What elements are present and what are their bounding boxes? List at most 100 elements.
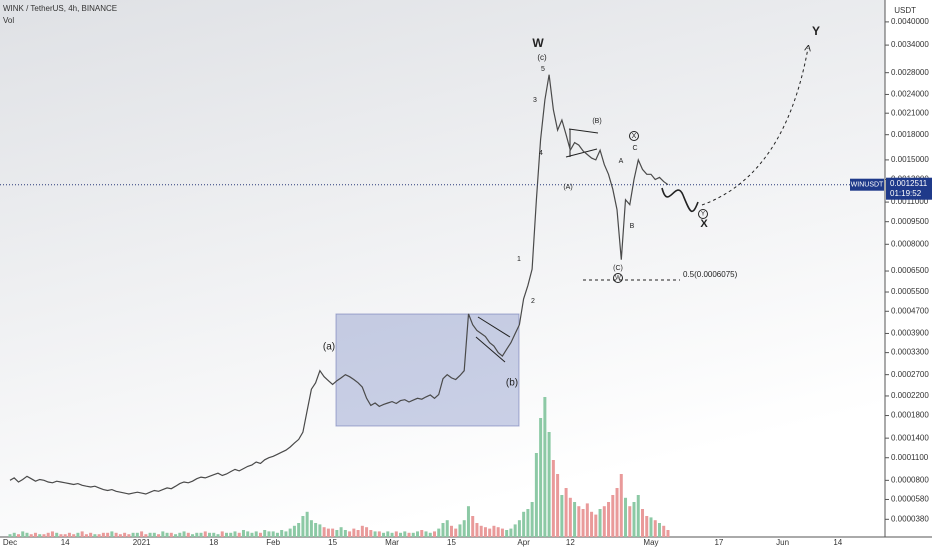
volume-bar — [280, 530, 284, 537]
volume-bar — [449, 525, 453, 537]
y-tick-label: 0.0001100 — [891, 453, 929, 462]
volume-bar — [437, 528, 441, 537]
volume-bar — [216, 534, 220, 537]
volume-bar — [110, 531, 114, 537]
volume-bar — [140, 531, 144, 537]
volume-bar — [513, 524, 517, 537]
price-tag-text: 0.0012511 — [890, 179, 928, 188]
volume-bar — [331, 528, 335, 537]
x-tick-label: 12 — [566, 538, 575, 547]
volume-bar — [33, 532, 37, 537]
volume-bar — [8, 534, 12, 537]
y-tick-label: 0.0011000 — [891, 197, 929, 206]
x-tick-label: 17 — [714, 538, 723, 547]
volume-bar — [67, 532, 71, 537]
volume-bar — [471, 516, 475, 537]
volume-bar — [666, 530, 670, 537]
volume-bar — [63, 534, 67, 537]
volume-bar — [148, 532, 152, 537]
volume-bar — [84, 534, 88, 537]
wave-label: (a) — [323, 342, 335, 353]
volume-bar — [496, 527, 500, 537]
volume-bar — [326, 528, 330, 537]
volume-bar — [564, 488, 568, 537]
y-tick-label: 0.0008000 — [891, 239, 929, 248]
volume-bar — [441, 523, 445, 537]
volume-bar — [114, 532, 118, 537]
volume-bar — [322, 527, 326, 537]
volume-bar — [573, 502, 577, 537]
x-tick-label: Mar — [385, 538, 399, 547]
volume-bar — [360, 525, 364, 537]
x-tick-label: Dec — [3, 538, 17, 547]
y-tick-label: 0.0034000 — [891, 40, 929, 49]
volume-bar — [594, 514, 598, 537]
volume-bar — [624, 497, 628, 537]
volume-bar — [517, 520, 521, 537]
volume-bar — [556, 474, 560, 537]
volume-bar — [237, 532, 241, 537]
volume-bar — [458, 524, 462, 537]
volume-bar — [174, 534, 178, 537]
volume-bar — [59, 534, 63, 537]
y-tick-label: 0.0003300 — [891, 348, 929, 357]
range-box — [335, 313, 520, 427]
symbol-tag-text: WINUSDT — [851, 182, 884, 189]
volume-bar — [101, 532, 105, 537]
wave-label: A — [619, 158, 624, 165]
volume-bar — [420, 530, 424, 537]
volume-bar — [607, 502, 611, 537]
volume-bar — [165, 532, 169, 537]
drawings — [475, 48, 808, 363]
y-tick-label: 0.0000580 — [891, 495, 929, 504]
volume-bar — [127, 534, 131, 537]
wave-label: 3 — [533, 97, 537, 104]
volume-bar — [407, 532, 411, 537]
y-tick-label: 0.0000380 — [891, 514, 929, 523]
volume-label: Vol — [3, 16, 14, 25]
volume-bar — [628, 506, 632, 537]
volume-bar — [29, 534, 33, 537]
volume-bar — [390, 532, 394, 537]
volume-bar — [241, 530, 245, 537]
volume-bar — [246, 531, 250, 537]
wave-label: 4 — [539, 150, 543, 157]
volume-bar — [577, 506, 581, 537]
volume-bar — [212, 532, 216, 537]
y-tick-label: 0.0018000 — [891, 130, 929, 139]
y-tick-label: 0.0002700 — [891, 370, 929, 379]
volume-bar — [645, 516, 649, 537]
volume-bar — [590, 511, 594, 537]
volume-bar — [186, 532, 190, 537]
volume-bar — [284, 531, 288, 537]
volume-bar — [585, 503, 589, 537]
volume-bar — [653, 520, 657, 537]
y-tick-label: 0.0040000 — [891, 17, 929, 26]
x-tick-label: 15 — [328, 538, 337, 547]
volume-bar — [598, 509, 602, 537]
volume-bar — [356, 530, 360, 537]
wave-label: X — [700, 218, 708, 230]
volume-bar — [369, 530, 373, 537]
volume-bar — [161, 531, 165, 537]
volume-bar — [581, 509, 585, 537]
volume-bar — [288, 528, 292, 537]
volume-bar — [632, 502, 636, 537]
wave-label: 1 — [517, 256, 521, 263]
x-tick-label: 2021 — [133, 538, 151, 547]
volume-bar — [169, 532, 173, 537]
volume-bar — [416, 531, 420, 537]
volume-bar — [649, 517, 653, 537]
volume-bar — [657, 523, 661, 537]
volume-bar — [424, 531, 428, 537]
volume-bar — [224, 532, 228, 537]
volume-bar — [479, 525, 483, 537]
y-axis-label: USDT — [894, 6, 916, 15]
volume-bar — [462, 520, 466, 537]
y-tick-label: 0.0024000 — [891, 90, 929, 99]
price-line — [9, 74, 669, 495]
volume-bar — [254, 531, 258, 537]
volume-bar — [263, 530, 267, 537]
volume-bar — [560, 495, 564, 537]
